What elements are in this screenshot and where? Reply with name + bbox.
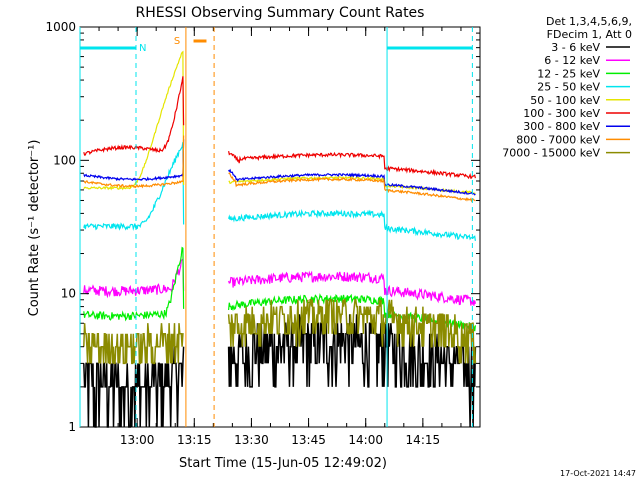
y-tick-label: 1000 — [45, 20, 76, 34]
legend-label: 25 - 50 keV — [537, 81, 600, 94]
legend-label: 100 - 300 keV — [523, 107, 600, 120]
series-line — [83, 135, 185, 189]
series-line — [228, 172, 476, 203]
series-line — [83, 323, 184, 365]
x-tick-label: 13:45 — [291, 433, 326, 447]
legend-label: 6 - 12 keV — [544, 54, 600, 67]
x-tick-label: 13:15 — [177, 433, 212, 447]
legend-header: FDecim 1, Att 0 — [547, 28, 632, 41]
footer-timestamp: 17-Oct-2021 14:47 — [560, 469, 636, 478]
y-tick-label: 100 — [53, 153, 76, 167]
x-axis-label: Start Time (15-Jun-05 12:49:02) — [179, 456, 387, 471]
night-marker-label: N — [139, 43, 146, 54]
y-axis-label: Count Rate (s⁻¹ detector⁻¹) — [27, 140, 42, 317]
series-line — [228, 168, 476, 196]
chart-title: RHESSI Observing Summary Count Rates — [136, 5, 425, 21]
legend-header: Det 1,3,4,5,6,9, — [546, 15, 632, 28]
series-line — [228, 270, 476, 306]
saa-marker-label: S — [174, 36, 180, 47]
series-line — [83, 76, 185, 156]
series-line — [228, 208, 476, 241]
legend-label: 300 - 800 keV — [523, 120, 600, 133]
series-line — [83, 50, 185, 191]
legend-label: 7000 - 15000 keV — [502, 147, 600, 160]
series-line — [83, 346, 185, 428]
series-line — [228, 150, 476, 180]
series-line — [83, 246, 185, 322]
x-tick-label: 14:15 — [406, 433, 441, 447]
y-tick-label: 1 — [68, 420, 76, 434]
series-line — [227, 299, 477, 364]
y-tick-label: 10 — [61, 287, 76, 301]
legend-label: 800 - 7000 keV — [516, 133, 600, 146]
x-tick-label: 13:00 — [120, 433, 155, 447]
x-tick-label: 14:00 — [348, 433, 383, 447]
legend-label: 50 - 100 keV — [530, 94, 600, 107]
legend-label: 3 - 6 keV — [551, 41, 600, 54]
legend-label: 12 - 25 keV — [537, 67, 600, 80]
series-line — [83, 258, 185, 299]
x-tick-label: 13:30 — [234, 433, 269, 447]
series-line — [83, 139, 185, 182]
